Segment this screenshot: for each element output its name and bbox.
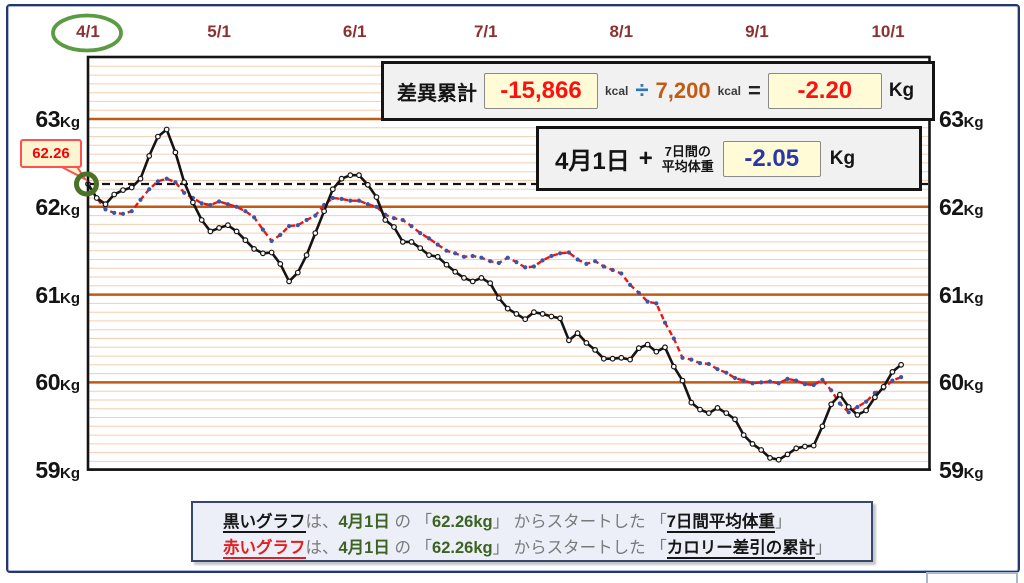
black-series-line [86,128,902,461]
legend-text-segment: 7日間平均体重 [666,513,775,533]
legend-text-segment: 「 [650,539,667,557]
minor-gridlines [89,65,929,462]
legend-line-red: 赤いグラフは、4月1日 の 「62.26kg」 からスタートした 「カロリー差引… [223,535,871,561]
average-caption: 7日間の 平均体重 [662,144,714,174]
y-tick-label-right-59: 59Kg [939,457,984,484]
legend-text-segment: 「 [415,513,433,531]
average-weight-box: 4月1日 + 7日間の 平均体重 -2.05 Kg [536,126,922,191]
average-caption-line2: 平均体重 [661,158,714,174]
average-delta-value: -2.05 [722,140,821,177]
legend-text-segment: 」 [774,513,792,531]
x-tick-label-5-1: 5/1 [207,22,231,41]
start-point-ring [74,171,99,197]
calorie-total-value: -15,866 [484,73,598,109]
legend-text-segment: 「 [650,513,667,531]
red-series-line [86,177,902,414]
legend-line-black: 黒いグラフは、4月1日 の 「62.26kg」 からスタートした 「7日間平均体… [223,509,871,535]
legend-text-segment: の [389,539,416,557]
legend-text-segment: 」 [492,539,510,557]
y-tick-label-left-63: 63Kg [35,106,80,132]
kcal-unit-2: kcal [717,84,741,98]
average-caption-line1: 7日間の [664,143,711,159]
legend-text-segment: 黒いグラフ [223,513,306,533]
legend-text-segment: 「 [415,539,433,557]
legend-text-segment: 」 [492,513,510,531]
equals-sign: = [747,78,761,103]
y-tick-label-right-63: 63Kg [939,106,984,132]
plus-sign: + [638,144,653,172]
calorie-kg-result: -2.20 [767,73,882,109]
formula-label: 差異累計 [397,82,477,105]
legend-text-segment: 4月1日 [338,513,390,531]
black-series-markers [85,126,904,463]
y-tick-label-left-59: 59Kg [35,457,80,484]
start-weight-callout: 62.26 [20,139,82,168]
legend-text-segment: の [389,513,416,531]
legend-text-segment: 62.26kg [432,513,493,531]
y-tick-label-left-60: 60Kg [35,369,80,396]
y-tick-label-right-61: 61Kg [939,281,984,308]
kcal-unit-1: kcal [605,84,629,98]
legend-text-segment: 62.26kg [432,539,493,557]
start-date-label: 4月1日 [555,148,630,175]
legend-text-segment: は、 [305,539,339,557]
x-tick-label-9-1: 9/1 [745,22,769,41]
x-tick-label-6-1: 6/1 [342,22,367,41]
legend-text-segment: は、 [305,513,339,531]
legend-text-segment: 」 [815,539,832,557]
y-tick-label-right-62: 62Kg [939,193,984,220]
ui-fragment-bottom-right [926,572,1018,583]
legend-box: 黒いグラフは、4月1日 の 「62.26kg」 からスタートした 「7日間平均体… [191,501,873,562]
legend-text-segment: カロリー差引の累計 [666,539,816,559]
kcal-per-kg-value: 7,200 [655,78,711,103]
y-tick-label-right-60: 60Kg [939,369,984,396]
date-highlight-ellipse [51,13,123,53]
legend-text-segment: 4月1日 [338,539,390,557]
legend-text-segment: 赤いグラフ [223,539,306,559]
legend-text-segment: からスタートした [509,513,651,531]
red-series-markers [85,176,904,415]
legend-text-segment: からスタートした [509,539,651,557]
x-tick-label-4-1: 4/1 [76,22,100,41]
kg-unit-2: Kg [829,147,856,169]
x-tick-label-10-1: 10/1 [871,22,905,41]
x-tick-label-7-1: 7/1 [473,22,498,41]
y-tick-label-left-62: 62Kg [35,193,80,220]
kg-unit-1: Kg [888,80,915,101]
divide-sign: ÷ [635,77,649,104]
calorie-difference-box: 差異累計 -15,866 kcal ÷ 7,200 kcal = -2.20 K… [381,61,935,121]
y-tick-label-left-61: 61Kg [35,281,80,308]
x-tick-label-8-1: 8/1 [609,22,634,41]
